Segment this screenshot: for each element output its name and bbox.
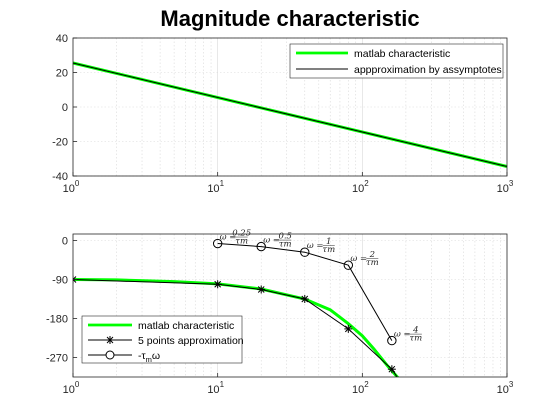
phase-circle-marker bbox=[256, 241, 266, 252]
phase-xtick-label: 100 bbox=[63, 380, 80, 396]
phase-ytick-label: 0 bbox=[62, 236, 68, 248]
magnitude-xtick-label: 101 bbox=[207, 179, 224, 195]
magnitude-legend: matlab characteristic appproximation by … bbox=[289, 43, 504, 79]
svg-text:4: 4 bbox=[412, 326, 418, 336]
figure-title: Magnitude characteristic bbox=[160, 6, 419, 31]
phase-ticks: 100 101 102 103 0 -90 -180 -270 bbox=[46, 236, 514, 397]
phase-ytick-label: -90 bbox=[52, 275, 68, 287]
phase-asterisk-marker bbox=[257, 285, 266, 294]
svg-text:τm: τm bbox=[279, 240, 292, 250]
phase-xtick-label: 103 bbox=[497, 380, 514, 396]
magnitude-xtick-label: 100 bbox=[63, 179, 80, 195]
magnitude-series-1-line bbox=[72, 62, 508, 167]
svg-text:2: 2 bbox=[369, 250, 375, 260]
magnitude-ytick-label: 0 bbox=[62, 102, 68, 114]
omega-annotation: ω = 4τm bbox=[394, 326, 422, 344]
phase-circle-marker bbox=[343, 260, 354, 270]
phase-legend: matlab characteristic 5 points approxima… bbox=[81, 315, 244, 364]
svg-text:τm: τm bbox=[322, 245, 335, 255]
legend-label-asymptotes: appproximation by assymptotes bbox=[354, 64, 502, 76]
phase-ytick-label: -180 bbox=[46, 314, 68, 326]
legend-asterisk-marker bbox=[106, 336, 114, 344]
legend-label-tau: -τmω bbox=[138, 350, 160, 364]
svg-text:1: 1 bbox=[326, 237, 331, 247]
omega-annotation: ω = 1τm bbox=[307, 237, 335, 255]
phase-grid bbox=[72, 234, 507, 377]
phase-asterisk-marker bbox=[300, 295, 309, 303]
magnitude-legend-box bbox=[289, 43, 504, 79]
svg-text:0.25: 0.25 bbox=[232, 229, 251, 239]
omega-annotation: ω =0.5τm bbox=[263, 232, 292, 250]
svg-text:ω =: ω = bbox=[394, 330, 411, 340]
phase-circle-marker bbox=[300, 247, 310, 257]
phase-asterisk-marker bbox=[213, 280, 222, 289]
svg-text:ω =: ω = bbox=[220, 233, 237, 243]
phase-series-2-line bbox=[217, 243, 393, 341]
legend-label-5pt: 5 points approximation bbox=[138, 335, 244, 347]
magnitude-ytick-label: -40 bbox=[52, 171, 68, 183]
phase-asterisk-marker bbox=[344, 324, 353, 333]
phase-asterisk-marker bbox=[387, 365, 396, 374]
legend-label-matlab: matlab characteristic bbox=[354, 48, 450, 60]
phase-xtick-label: 102 bbox=[352, 380, 369, 396]
legend-circle-marker bbox=[105, 350, 115, 360]
magnitude-axes: 100 101 102 103 -40 -20 0 20 40 matlab character… bbox=[52, 33, 514, 195]
magnitude-ticks: 100 101 102 103 -40 -20 0 20 40 bbox=[52, 33, 514, 195]
phase-axes-frame bbox=[72, 233, 508, 378]
svg-text:ω =: ω = bbox=[350, 254, 367, 264]
phase-series-0-line bbox=[73, 278, 400, 377]
magnitude-ytick-label: -20 bbox=[52, 137, 68, 149]
svg-text:τm: τm bbox=[235, 237, 248, 247]
magnitude-ytick-label: 40 bbox=[56, 33, 68, 45]
phase-ytick-label: -270 bbox=[46, 353, 68, 365]
svg-text:0.5: 0.5 bbox=[278, 232, 292, 242]
svg-text:ω =: ω = bbox=[263, 236, 280, 246]
magnitude-ytick-label: 20 bbox=[56, 68, 68, 80]
phase-circle-marker bbox=[387, 335, 397, 346]
legend-label-matlab-phase: matlab characteristic bbox=[138, 320, 234, 332]
svg-text:ω =: ω = bbox=[307, 241, 324, 251]
phase-series bbox=[73, 238, 400, 377]
phase-circle-marker bbox=[212, 238, 223, 249]
omega-annotation: ω = 2τm bbox=[350, 250, 378, 268]
svg-text:τm: τm bbox=[366, 258, 379, 268]
magnitude-xtick-label: 103 bbox=[497, 179, 514, 195]
phase-xtick-label: 101 bbox=[207, 380, 224, 396]
svg-text:τm: τm bbox=[409, 334, 422, 344]
magnitude-series bbox=[72, 61, 508, 168]
magnitude-xtick-label: 102 bbox=[352, 179, 369, 195]
